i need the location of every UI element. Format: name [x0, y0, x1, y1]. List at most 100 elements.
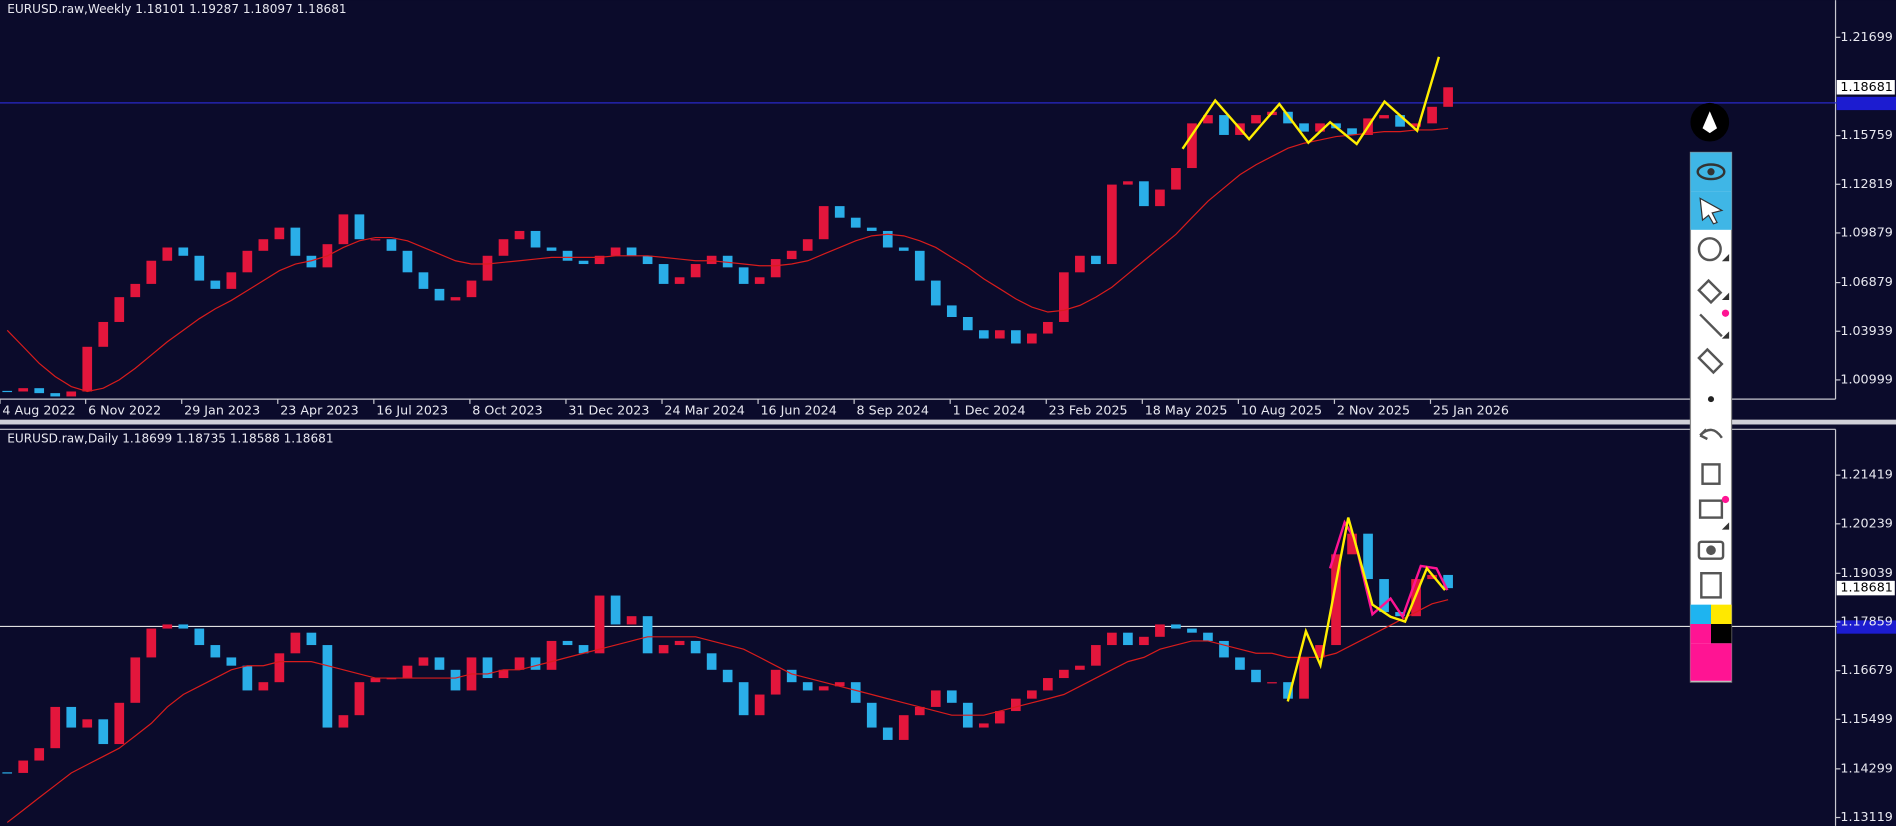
candle: [1283, 682, 1293, 699]
candle: [1139, 181, 1149, 207]
dot-tool[interactable]: [1707, 396, 1715, 403]
candle: [1347, 128, 1357, 135]
candle: [1139, 636, 1149, 646]
candle: [962, 317, 973, 331]
candle: [1203, 632, 1213, 641]
candle: [546, 247, 557, 251]
candle: [562, 640, 573, 646]
candle: [882, 727, 893, 740]
candle: [114, 702, 125, 745]
candle: [338, 715, 349, 728]
candle: [674, 277, 685, 284]
y-tick-label: 1.16679: [1840, 662, 1892, 677]
candle: [386, 678, 397, 680]
candle: [834, 682, 845, 687]
candle: [146, 628, 157, 658]
color-swatch[interactable]: [1690, 643, 1732, 681]
lock-tool[interactable]: [1697, 237, 1722, 262]
candle: [930, 280, 941, 306]
color-swatch[interactable]: [1710, 624, 1732, 644]
candle: [610, 247, 621, 256]
x-tick-label: 29 Jan 2023: [184, 403, 260, 418]
zigzag-drawing: [1286, 517, 1446, 702]
candle: [1251, 669, 1261, 683]
candle: [898, 247, 909, 251]
candle: [1395, 115, 1405, 127]
candle: [786, 669, 797, 683]
candle: [482, 657, 493, 679]
candle: [594, 255, 605, 265]
candle: [674, 640, 685, 646]
y-tick-label: 1.17859: [1840, 613, 1892, 628]
delete-tool[interactable]: [1701, 463, 1721, 485]
candle: [290, 227, 301, 256]
candle: [994, 330, 1005, 339]
last-price-box: [1836, 80, 1895, 95]
chart-header: EURUSD.raw,Weekly 1.18101 1.19287 1.1809…: [7, 2, 346, 16]
candle: [194, 255, 205, 281]
candle: [978, 723, 989, 728]
candle: [738, 267, 749, 284]
x-tick-label: 25 Jan 2026: [1433, 403, 1509, 418]
tag-tool[interactable]: [1697, 278, 1723, 305]
candle: [1187, 628, 1197, 633]
y-tick-label: 1.21699: [1840, 29, 1892, 44]
eraser-tool[interactable]: [1697, 347, 1724, 375]
candle: [994, 711, 1005, 724]
candle: [322, 645, 333, 728]
candle: [1059, 272, 1069, 322]
candle: [514, 657, 525, 670]
candle: [34, 748, 45, 761]
color-swatch[interactable]: [1710, 604, 1732, 625]
submenu-mark: [1721, 292, 1730, 300]
candle: [18, 388, 29, 392]
candle: [1155, 624, 1165, 637]
candle: [1219, 115, 1229, 135]
candle: [1315, 123, 1325, 132]
y-tick-label: 1.03939: [1840, 323, 1892, 338]
moving-average: [6, 599, 1449, 823]
candle: [818, 206, 829, 240]
candle: [1267, 682, 1277, 684]
candle: [2, 390, 13, 393]
undo-tool[interactable]: [1699, 428, 1723, 441]
color-swatch[interactable]: [1690, 624, 1711, 644]
y-tick-label: 1.20239: [1840, 515, 1892, 530]
candle: [1010, 330, 1021, 344]
candle: [130, 657, 141, 703]
candle: [50, 706, 61, 749]
candle: [882, 230, 893, 248]
candle: [210, 280, 221, 289]
candle: [418, 272, 429, 289]
candle: [66, 391, 77, 397]
candle: [562, 250, 573, 261]
x-tick-label: 23 Apr 2023: [280, 403, 358, 418]
candle: [1123, 632, 1133, 646]
candle: [850, 217, 861, 228]
color-swatch[interactable]: [1690, 604, 1711, 625]
candle: [434, 288, 445, 301]
template-tool[interactable]: [1698, 499, 1724, 519]
candle: [930, 690, 941, 707]
candle: [162, 624, 173, 629]
candle: [1427, 106, 1437, 124]
y-tick-label: 1.21419: [1840, 467, 1892, 482]
last-price-box: [1836, 580, 1895, 596]
candle: [130, 283, 141, 298]
x-tick-label: 8 Sep 2024: [857, 403, 929, 418]
candle: [306, 255, 317, 268]
candle: [866, 227, 877, 231]
screenshot-tool[interactable]: [1697, 540, 1725, 560]
panel-separator[interactable]: [0, 419, 1896, 425]
candle: [754, 277, 765, 284]
candle: [578, 260, 589, 265]
pen-icon: [1702, 111, 1718, 134]
candle: [146, 260, 157, 284]
y-tick-label: 1.15759: [1840, 127, 1892, 142]
line-tool[interactable]: [1699, 313, 1723, 338]
candle: [50, 393, 61, 397]
submenu-mark: [1721, 253, 1730, 262]
clipboard-tool[interactable]: [1700, 572, 1722, 599]
